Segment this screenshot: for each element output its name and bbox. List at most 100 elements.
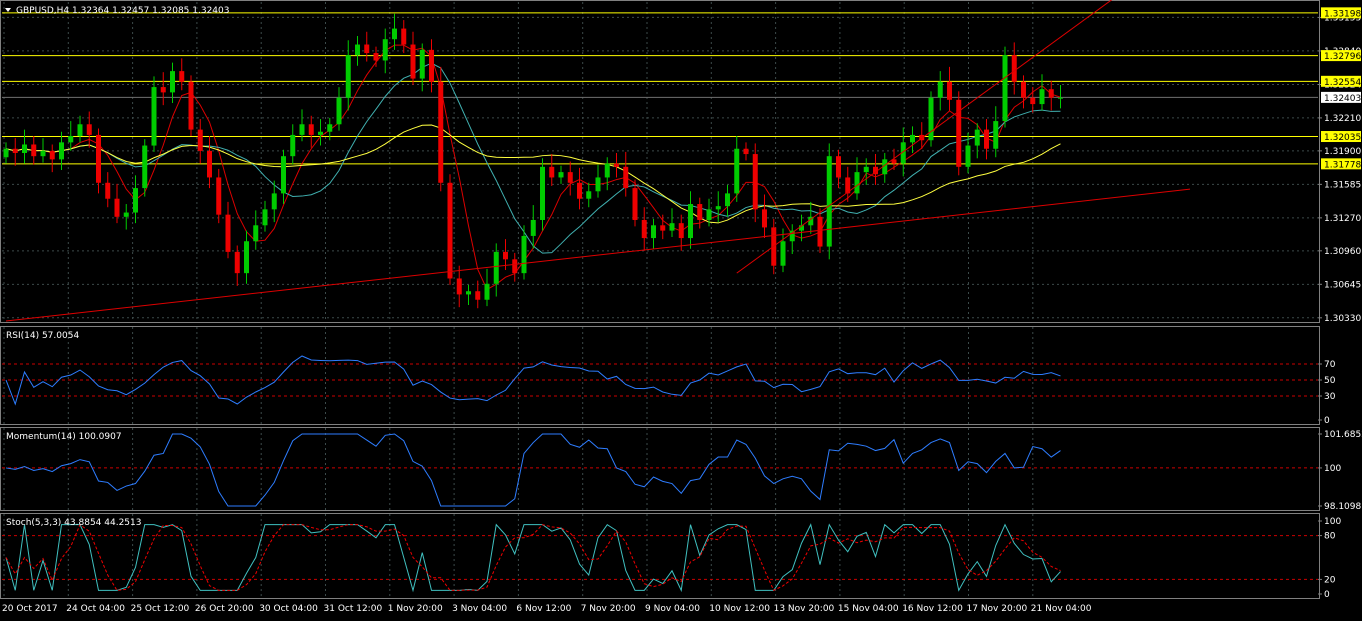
time-tick-label: 17 Nov 20:00 xyxy=(967,604,1028,614)
candle-body xyxy=(660,225,666,231)
candle-body xyxy=(928,97,934,141)
candle-body xyxy=(780,241,786,266)
candle-body xyxy=(623,166,629,189)
indicator-tick-label: 30 xyxy=(1324,392,1336,402)
time-tick-label: 24 Oct 04:00 xyxy=(66,604,125,614)
candle-body xyxy=(762,209,767,228)
time-tick-label: 31 Oct 12:00 xyxy=(324,604,383,614)
candle-body xyxy=(577,182,582,199)
main-panel[interactable] xyxy=(0,0,1320,323)
stoch-signal-line xyxy=(5,523,1061,592)
candle-body xyxy=(327,124,333,132)
candle-body xyxy=(882,159,888,175)
time-tick-label: 15 Nov 04:00 xyxy=(838,604,899,614)
price-tick-label: 1.30645 xyxy=(1324,280,1361,290)
price-label-box xyxy=(1321,91,1361,103)
price-label-box xyxy=(1321,75,1361,87)
candle-body xyxy=(3,148,9,158)
candle-body xyxy=(947,81,952,100)
candle-body xyxy=(59,142,64,160)
candle-body xyxy=(688,204,693,239)
trendline xyxy=(736,0,1113,274)
candle-body xyxy=(12,148,18,153)
candle-body xyxy=(715,206,721,210)
indicator-tick-label: 80 xyxy=(1324,532,1336,542)
candle-body xyxy=(142,145,148,189)
indicator-tick-label: 20 xyxy=(1324,575,1336,585)
price-label: 1.33198 xyxy=(1324,9,1361,19)
stoch-panel[interactable] xyxy=(0,513,1320,599)
price-tick-label: 1.30960 xyxy=(1324,247,1361,257)
candle-body xyxy=(678,223,684,239)
triangle-down-icon[interactable] xyxy=(5,8,11,12)
candle-body xyxy=(253,225,259,242)
candle-body xyxy=(817,216,823,247)
momentum-title: Momentum(14) 100.0907 xyxy=(6,432,122,442)
indicator-tick-label: 100 xyxy=(1324,464,1341,474)
price-label-box xyxy=(1321,131,1361,143)
candle-body xyxy=(336,97,342,125)
candle-body xyxy=(595,177,601,192)
candle-body xyxy=(419,49,425,79)
candle-body xyxy=(355,44,360,56)
stoch-main-line xyxy=(5,523,1061,593)
candle-body xyxy=(743,148,749,155)
candle-body xyxy=(669,223,675,231)
price-label: 1.32403 xyxy=(1324,94,1361,104)
candle-body xyxy=(299,124,305,135)
candle-body xyxy=(734,148,740,194)
candle-body xyxy=(484,283,490,300)
candle-body xyxy=(1058,97,1063,99)
candle-body xyxy=(632,188,638,220)
horizontal-levels[interactable] xyxy=(2,12,1318,165)
candle-body xyxy=(873,166,878,175)
trendline xyxy=(5,188,1191,322)
candle-body xyxy=(160,87,166,93)
candle-body xyxy=(401,28,407,45)
candle-body xyxy=(614,163,619,167)
candle-body xyxy=(438,81,444,183)
candle-body xyxy=(937,81,943,98)
time-tick-label: 16 Nov 12:00 xyxy=(902,604,963,614)
candle-body xyxy=(891,159,897,164)
rsi-panel[interactable] xyxy=(0,326,1320,425)
candle-body xyxy=(549,166,555,178)
candle-body xyxy=(1002,55,1008,122)
candle-body xyxy=(725,193,730,207)
candle-body xyxy=(558,172,564,178)
candle-body xyxy=(808,216,814,226)
candle-body xyxy=(456,278,462,295)
candle-body xyxy=(429,49,434,82)
momentum-panel[interactable] xyxy=(0,427,1320,511)
candle-body xyxy=(410,44,416,79)
indicator-tick-label: 101.6852 xyxy=(1324,430,1362,440)
price-label: 1.32035 xyxy=(1324,133,1361,143)
candle-body xyxy=(123,212,129,217)
candle-body xyxy=(1030,97,1036,105)
indicator-tick-label: 100 xyxy=(1324,517,1341,527)
candle-body xyxy=(170,71,175,93)
ma-slow-line xyxy=(5,124,1061,224)
time-tick-label: 6 Nov 12:00 xyxy=(516,604,571,614)
time-tick-label: 9 Nov 04:00 xyxy=(645,604,700,614)
time-tick-label: 13 Nov 20:00 xyxy=(774,604,835,614)
candle-body xyxy=(641,219,647,239)
candle-body xyxy=(308,124,314,135)
candle-body xyxy=(207,150,212,178)
candle-body xyxy=(586,191,592,199)
candles xyxy=(3,13,1063,309)
trendlines[interactable] xyxy=(5,0,1191,322)
rsi-title: RSI(14) 57.0054 xyxy=(6,331,79,341)
candle-body xyxy=(919,134,925,141)
candle-body xyxy=(651,225,656,239)
time-tick-label: 10 Nov 12:00 xyxy=(709,604,770,614)
candle-body xyxy=(40,150,46,157)
indicator-tick-label: 0 xyxy=(1324,590,1330,600)
candle-body xyxy=(86,124,92,135)
price-tick-label: 1.32210 xyxy=(1324,114,1361,124)
candle-body xyxy=(900,142,906,164)
candle-body xyxy=(604,163,610,178)
candle-body xyxy=(234,251,240,274)
stoch-title: Stoch(5,3,3) 43.8854 44.2513 xyxy=(6,518,141,528)
